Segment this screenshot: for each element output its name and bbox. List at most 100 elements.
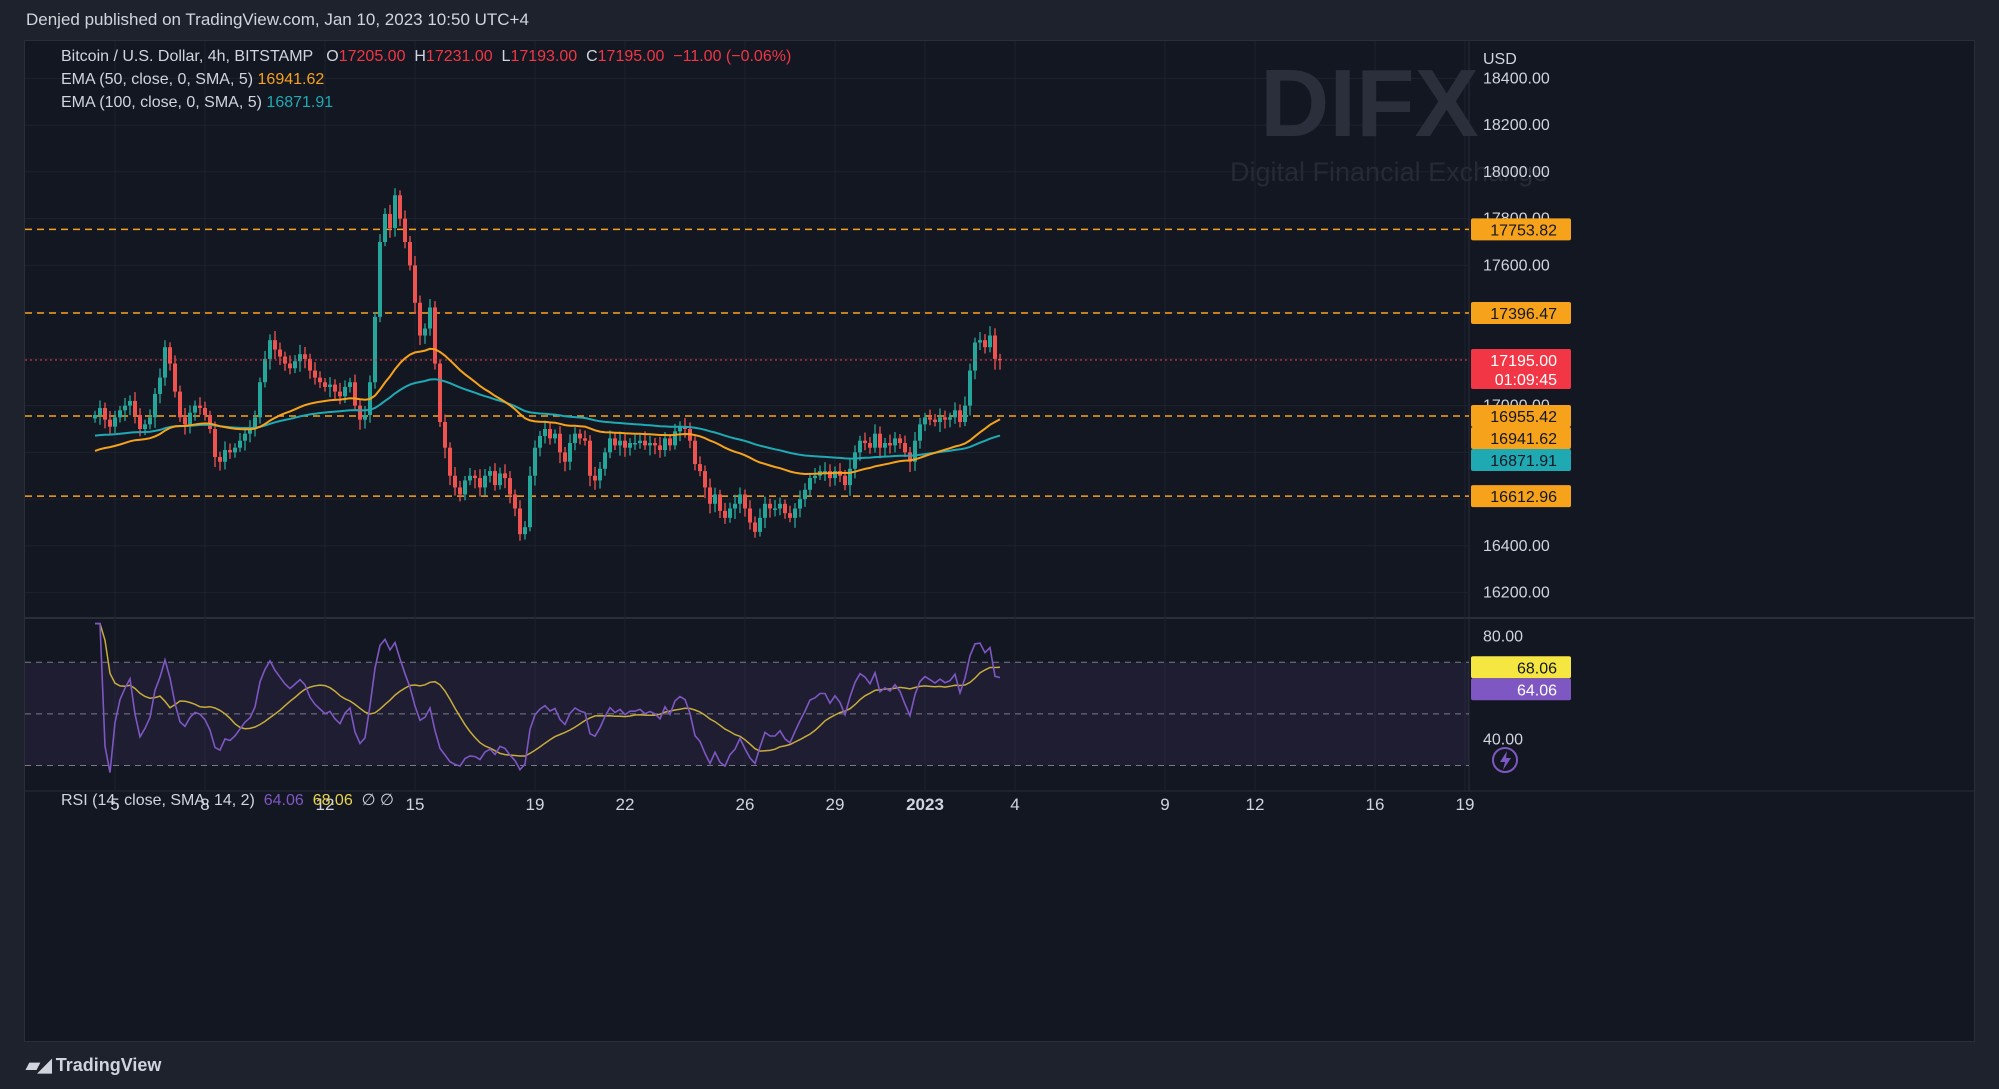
candle-body — [458, 487, 462, 495]
candle-body — [958, 410, 962, 422]
candle-body — [943, 417, 947, 420]
axis-value-tag — [1471, 427, 1571, 450]
candle-body — [188, 412, 192, 425]
candle-body — [828, 471, 832, 479]
candle-body — [928, 417, 932, 420]
candle-body — [433, 307, 437, 364]
candle-body — [988, 335, 992, 348]
candle-body — [893, 438, 897, 446]
rsi-legend[interactable]: RSI (14, close, SMA, 14, 2) 64.06 68.06 … — [61, 792, 394, 809]
candle-body — [513, 494, 517, 509]
rsi-ma-line — [95, 622, 1001, 757]
candle-body — [598, 468, 602, 481]
candle-body — [518, 508, 522, 535]
candle-body — [593, 475, 597, 481]
candle-body — [693, 440, 697, 465]
axis-value-text: 64.06 — [1517, 682, 1557, 699]
candle-body — [358, 405, 362, 420]
high-value: 17231.00 — [425, 48, 493, 65]
candle-body — [153, 393, 157, 418]
candle-body — [483, 475, 487, 488]
candle-body — [213, 429, 217, 458]
candle-body — [288, 363, 292, 369]
candle-body — [383, 213, 387, 243]
candle-body — [568, 443, 572, 462]
axis-value-text: 16612.96 — [1490, 489, 1557, 506]
candle-body — [143, 424, 147, 430]
candlesticks — [25, 188, 1469, 541]
candle-body — [628, 443, 632, 448]
candle-body — [868, 443, 872, 448]
axis-value-tag — [1471, 485, 1571, 508]
candle-body — [268, 340, 272, 359]
candle-body — [473, 475, 477, 479]
ema50-value: 16941.62 — [257, 71, 325, 88]
candle-body — [548, 429, 552, 439]
candle-body — [823, 471, 827, 473]
axis-value-tag — [1471, 301, 1571, 324]
change-value: −11.00 (−0.06%) — [673, 48, 792, 65]
replay-bolt-icon[interactable] — [1492, 747, 1518, 773]
candle-body — [223, 450, 227, 462]
candle-body — [238, 440, 242, 448]
candle-body — [643, 440, 647, 446]
candle-body — [873, 433, 877, 448]
time-tick-label: 12 — [316, 795, 335, 814]
price-tick-label: 16400.00 — [1483, 538, 1550, 555]
candle-body — [398, 195, 402, 219]
candle-body — [768, 503, 772, 509]
candle-body — [98, 407, 102, 415]
axis-value-text: 16941.62 — [1490, 431, 1557, 448]
candle-body — [113, 417, 117, 427]
candle-body — [273, 340, 277, 350]
time-tick-label: 29 — [826, 795, 845, 814]
candle-body — [703, 471, 707, 488]
chart-frame[interactable]: DIFX Digital Financial Exchange 18400.00 1… — [24, 40, 1975, 1042]
ema50-legend[interactable]: EMA (50, close, 0, SMA, 5) 16941.62 — [61, 71, 325, 88]
candle-body — [438, 363, 442, 422]
candle-body — [278, 349, 282, 357]
candle-body — [888, 443, 892, 446]
tradingview-logo[interactable]: ▰◢ TradingView — [26, 1055, 162, 1075]
price-axis[interactable]: 18400.0018200.0018000.0017800.0017600.00… — [1483, 51, 1550, 749]
candle-body — [493, 471, 497, 486]
candle-body — [338, 391, 342, 397]
low-value: 17193.00 — [510, 48, 578, 65]
candle-body — [863, 440, 867, 444]
candle-body — [653, 443, 657, 446]
candle-body — [333, 384, 337, 392]
candle-body — [348, 382, 352, 387]
candle-body — [633, 443, 637, 445]
time-tick-label: 4 — [1010, 795, 1019, 814]
candle-body — [123, 405, 127, 411]
candle-body — [573, 433, 577, 444]
candle-body — [378, 242, 382, 317]
candle-body — [733, 503, 737, 509]
candle-body — [813, 475, 817, 479]
time-tick-label: 12 — [1246, 795, 1265, 814]
candle-body — [723, 510, 727, 518]
symbol-name[interactable]: Bitcoin / U.S. Dollar, 4h, BITSTAMP — [61, 48, 313, 65]
candle-body — [128, 400, 132, 406]
time-axis[interactable]: 5 8 12 15 19 22 26 29 2023 4 9 12 16 19 — [110, 795, 1474, 814]
candle-body — [848, 468, 852, 486]
open-value: 17205.00 — [338, 48, 406, 65]
candle-body — [363, 414, 367, 420]
candle-body — [178, 391, 182, 418]
candle-body — [973, 342, 977, 371]
ema100-legend[interactable]: EMA (100, close, 0, SMA, 5) 16871.91 — [61, 94, 334, 111]
candle-body — [588, 440, 592, 476]
candle-body — [748, 508, 752, 523]
candle-body — [808, 478, 812, 490]
candle-body — [343, 386, 347, 397]
candle-body — [853, 452, 857, 469]
axis-value-text: 17396.47 — [1490, 306, 1557, 323]
candle-body — [953, 410, 957, 418]
candle-body — [533, 447, 537, 476]
candle-body — [793, 508, 797, 518]
candle-body — [773, 508, 777, 510]
axis-value-tag — [1471, 405, 1571, 428]
candle-body — [858, 440, 862, 453]
